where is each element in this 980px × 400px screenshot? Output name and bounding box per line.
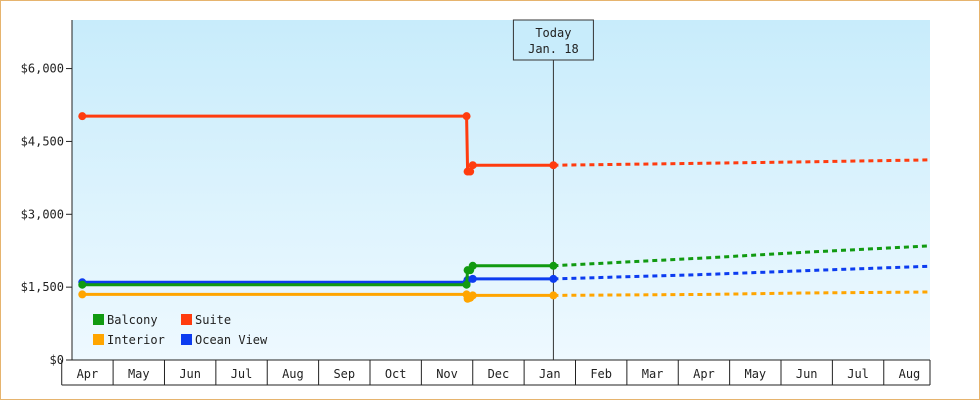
legend-swatch-ocean-view — [181, 334, 192, 345]
x-tick-label: May — [128, 367, 150, 381]
legend: Balcony Suite Interior Ocean View — [93, 313, 268, 347]
interior-forecast-line — [553, 290, 931, 297]
today-label: Today — [535, 26, 571, 40]
ocean-view-point — [468, 274, 477, 283]
x-axis: Apr May Jun Jul Aug Sep Oct Nov Dec Jan Feb Mar Apr M… — [61, 359, 931, 386]
today-marker: Today Jan. 18 — [512, 19, 594, 360]
x-tick-label: Feb — [590, 367, 612, 381]
legend-swatch-balcony — [93, 314, 104, 325]
x-tick-label: Mar — [642, 367, 664, 381]
ocean-view-forecast-line — [553, 264, 931, 281]
y-tick-label: $3,000 — [21, 207, 64, 221]
today-date: Jan. 18 — [528, 42, 579, 56]
x-tick-label: Apr — [77, 367, 99, 381]
suite-point — [462, 112, 471, 121]
balcony-point — [549, 261, 558, 270]
x-tick-label: Jul — [231, 367, 253, 381]
x-tick-label: Jun — [179, 367, 201, 381]
interior-point — [78, 290, 87, 299]
suite-point — [468, 161, 477, 170]
legend-swatch-interior — [93, 334, 104, 345]
x-tick-label: Aug — [899, 367, 921, 381]
series-layer — [78, 112, 931, 303]
x-tick-label: Nov — [436, 367, 458, 381]
x-tick-label: Apr — [693, 367, 715, 381]
x-tick-label: Oct — [385, 367, 407, 381]
suite-point — [466, 167, 475, 176]
y-tick-label: $1,500 — [21, 280, 64, 294]
legend-label-ocean-view: Ocean View — [195, 333, 268, 347]
x-tick-label: Sep — [333, 367, 355, 381]
x-tick-label: Dec — [488, 367, 510, 381]
plot-area — [72, 20, 930, 360]
legend-label-balcony: Balcony — [107, 313, 158, 327]
y-axis: $0 $1,500 $3,000 $4,500 $6,000 — [21, 20, 73, 367]
interior-point — [549, 291, 558, 300]
balcony-point — [468, 261, 477, 270]
x-tick-label: May — [744, 367, 766, 381]
interior-point — [468, 291, 477, 300]
x-tick-label: Jul — [847, 367, 869, 381]
balcony-forecast-line — [553, 244, 931, 268]
legend-label-interior: Interior — [107, 333, 165, 347]
suite-point — [78, 112, 87, 121]
balcony-point — [462, 280, 471, 289]
y-tick-label: $4,500 — [21, 134, 64, 148]
x-tick-label: Aug — [282, 367, 304, 381]
ocean-view-point — [549, 274, 558, 283]
today-box — [512, 19, 594, 61]
balcony-point — [78, 280, 87, 289]
suite-point — [549, 161, 558, 170]
suite-forecast-line — [553, 158, 931, 167]
legend-label-suite: Suite — [195, 313, 231, 327]
y-tick-label: $0 — [50, 353, 64, 367]
x-tick-label: Jun — [796, 367, 818, 381]
y-tick-label: $6,000 — [21, 62, 64, 76]
legend-swatch-suite — [181, 314, 192, 325]
x-tick-label: Jan — [539, 367, 561, 381]
